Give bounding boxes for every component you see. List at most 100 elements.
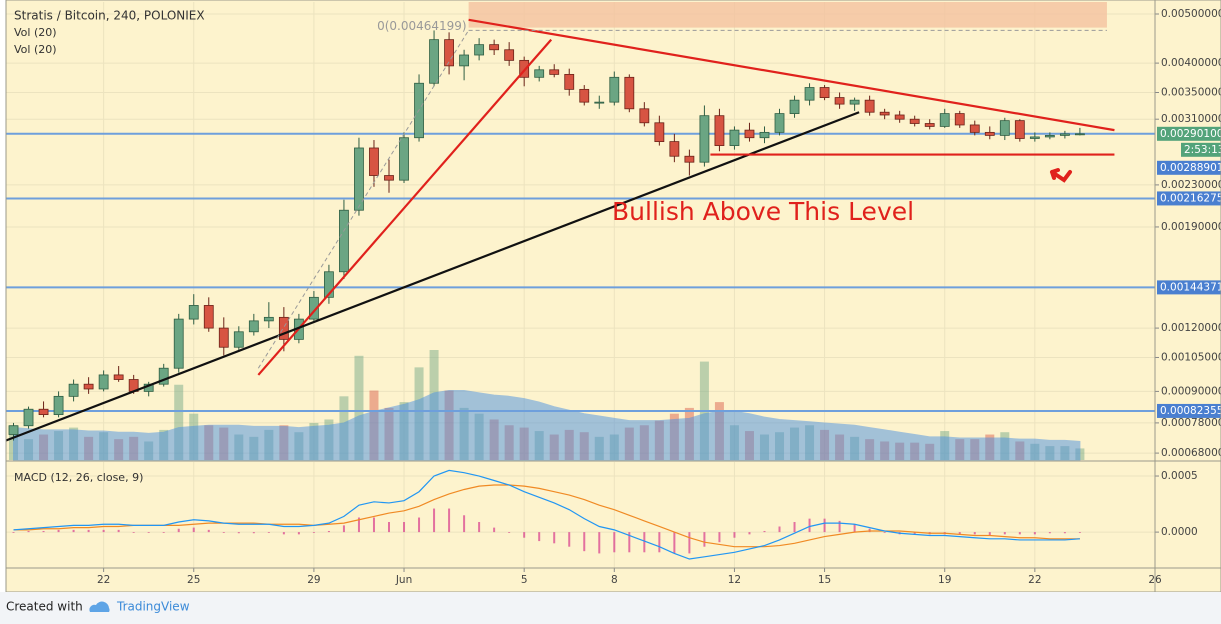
y-tick-label: 0.00078000: [1161, 417, 1221, 429]
trendline: [468, 18, 1115, 132]
candle-body: [68, 383, 79, 397]
y-tick-label: 0.00190000: [1161, 221, 1221, 233]
candle-body: [654, 122, 665, 143]
histogram-bar: [117, 529, 120, 533]
histogram-bar: [448, 508, 451, 533]
countdown: 2:53:13: [1184, 144, 1221, 156]
histogram-bar: [658, 532, 661, 553]
histogram-bar: [883, 532, 886, 533]
candle-body: [1059, 133, 1070, 136]
candle-body: [624, 76, 635, 110]
x-tick-label: 22: [1028, 574, 1041, 586]
chart-title: Stratis / Bitcoin, 240, POLONIEX: [14, 9, 205, 23]
histogram-bar: [403, 522, 406, 533]
price-label-box: [1157, 160, 1221, 175]
candle-body: [474, 44, 485, 56]
histogram-bar: [463, 515, 466, 533]
histogram-bar: [793, 522, 796, 533]
candle-body: [173, 318, 184, 369]
candle-body: [354, 147, 364, 211]
indicator-label: Vol (20): [14, 26, 57, 39]
histogram-bar: [508, 532, 511, 533]
candle-body: [639, 108, 650, 124]
candle-body: [984, 131, 995, 136]
histogram-bar: [42, 530, 45, 533]
brand-link[interactable]: TradingView: [116, 600, 190, 614]
histogram-bar: [12, 532, 15, 533]
histogram-bar: [748, 532, 751, 535]
y-tick-label: 0.00310000: [1161, 113, 1221, 125]
price-label: 0.00082355: [1157, 403, 1221, 418]
candle-body: [339, 209, 349, 273]
x-tick-label: 25: [187, 574, 200, 586]
histogram-bar: [177, 528, 180, 533]
candle-body: [1044, 135, 1055, 138]
candle-body: [804, 87, 815, 101]
macd-line: [13, 469, 1080, 560]
candle-body: [909, 118, 920, 124]
candle-body: [954, 113, 965, 126]
candle-body: [384, 175, 394, 181]
y-tick-label: 0.0005: [1161, 470, 1198, 482]
histogram-bar: [207, 529, 210, 533]
histogram-bar: [553, 532, 556, 544]
volume-bar: [354, 355, 364, 460]
y-tick-label: 0.00500000: [1161, 8, 1221, 20]
candle-body: [564, 73, 575, 90]
candle-body: [669, 141, 680, 157]
candle-body: [684, 155, 695, 163]
countdown-box: [1181, 142, 1221, 157]
price-label-text: 0.00288901: [1160, 162, 1221, 174]
candle-body: [714, 115, 725, 146]
histogram-bar: [973, 532, 976, 535]
candle-body: [233, 331, 244, 348]
candle-body: [939, 113, 950, 127]
candle-body: [53, 395, 64, 415]
histogram-bar: [493, 527, 496, 533]
candle-body: [369, 147, 379, 176]
histogram-bar: [538, 532, 541, 542]
histogram-bar: [583, 532, 586, 552]
histogram-bar: [132, 532, 135, 533]
candle-body: [248, 320, 259, 333]
candle-body: [594, 101, 605, 104]
x-tick-label: 12: [728, 574, 741, 586]
candle-body: [744, 129, 755, 139]
candle-body: [864, 99, 875, 113]
histogram-bar: [988, 532, 991, 536]
histogram-bar: [853, 524, 856, 533]
histogram-bar: [147, 532, 150, 533]
candle-body: [999, 120, 1010, 136]
price-label: 0.00144371: [1157, 280, 1221, 295]
histogram-bar: [808, 518, 811, 533]
candle-body: [8, 425, 19, 435]
histogram-bar: [222, 532, 225, 533]
candle-body: [879, 111, 890, 116]
logo[interactable]: [89, 601, 110, 612]
histogram-bar: [27, 530, 30, 533]
candle-body: [23, 408, 34, 427]
price-label-text: 0.00082355: [1160, 405, 1221, 417]
annotation: Bullish Above This Level: [612, 197, 914, 226]
histogram-bar: [673, 532, 676, 554]
candle-body: [444, 39, 454, 67]
price-label: 0.00290100: [1157, 126, 1221, 141]
candle-body: [834, 97, 845, 105]
candle-body: [429, 39, 439, 84]
candle-body: [699, 115, 710, 163]
y-tick-label: 0.00230000: [1161, 179, 1221, 191]
histogram-bar: [478, 522, 481, 533]
trendline: [257, 30, 470, 369]
histogram-bar: [523, 532, 526, 538]
histogram-bar: [72, 529, 75, 533]
histogram-bar: [87, 529, 90, 533]
candle-body: [894, 114, 905, 120]
trendline: [257, 38, 553, 376]
candle-body: [158, 367, 169, 385]
histogram-bar: [598, 532, 601, 554]
x-tick-label: 8: [611, 574, 618, 586]
axis-background: [1155, 0, 1221, 592]
y-tick-label: 0.00090000: [1161, 385, 1221, 397]
footer: [0, 592, 1221, 624]
price-label: 0.00216275: [1157, 191, 1221, 206]
